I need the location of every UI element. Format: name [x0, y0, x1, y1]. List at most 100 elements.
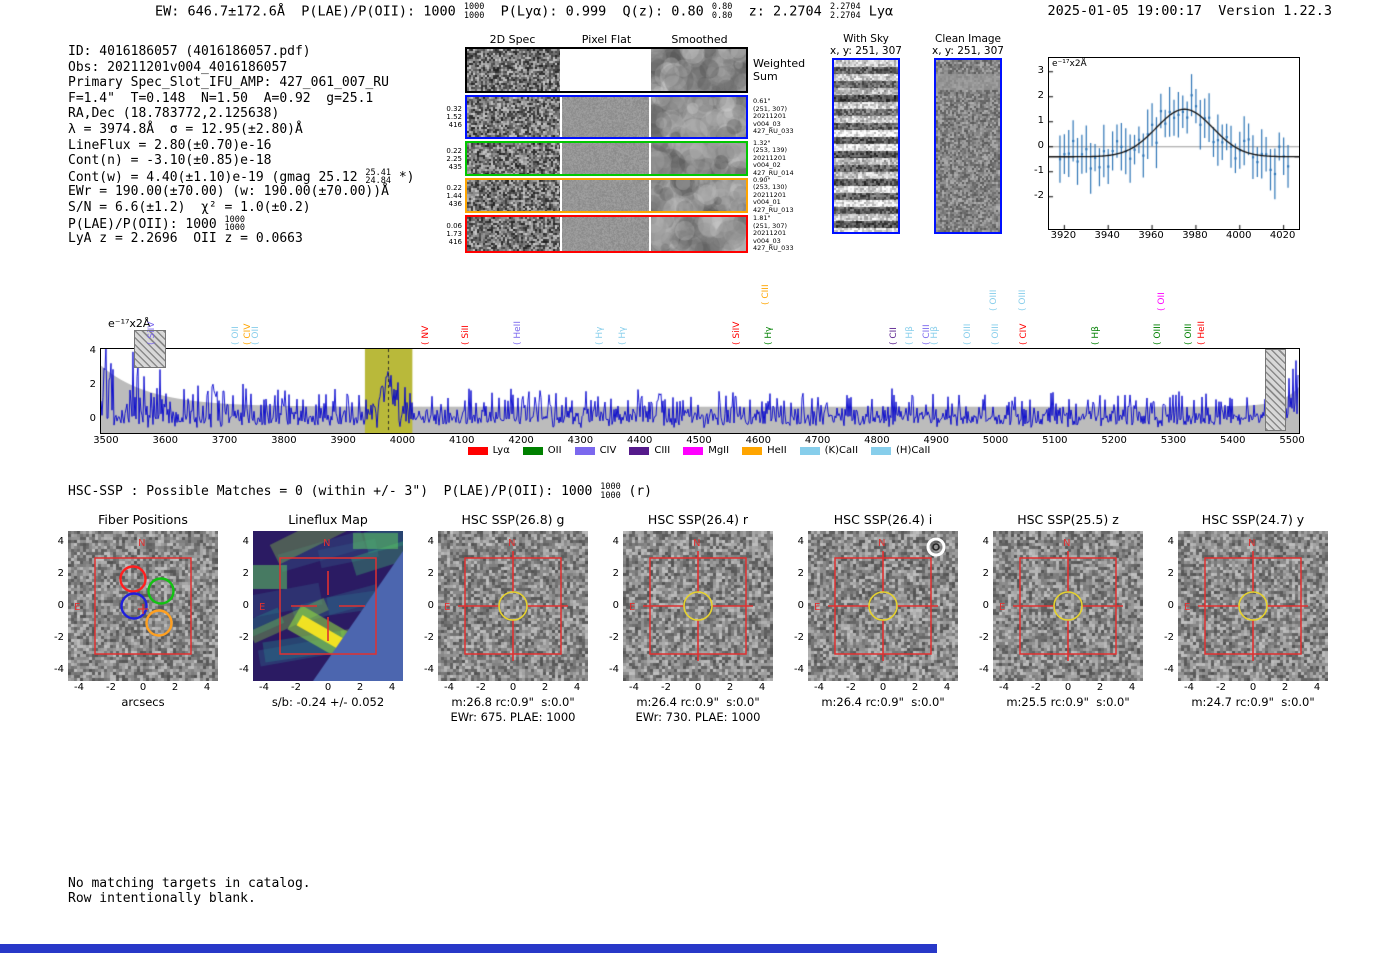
cutout-ytick-label: -2: [794, 632, 804, 643]
legend-swatch: [742, 446, 763, 455]
spec2d-row: [465, 141, 748, 176]
fit-plot-ylabel: e⁻¹⁷x2Å: [1052, 59, 1087, 69]
weight-value: 1.73: [446, 230, 462, 238]
line-fit-plot: [1048, 57, 1300, 230]
spectrum-plot: [100, 348, 1300, 434]
line-marker-label: ( Hβ: [1091, 326, 1102, 345]
cutout-ytick-label: -4: [54, 664, 64, 675]
cutout-ytick-label: -2: [239, 632, 249, 643]
line-marker-label: ( HeII: [512, 321, 523, 345]
cutout-xtick-label: 2: [911, 682, 919, 693]
cutout-xtick-label: 2: [726, 682, 734, 693]
weight-value: 1.52: [446, 113, 462, 121]
footer-line-1: No matching targets in catalog.: [68, 876, 311, 891]
weight-value: 1.44: [446, 191, 462, 200]
spectrum-ytick-label: 4: [89, 345, 96, 357]
cutout-xtick-label: 4: [573, 682, 581, 693]
spectrum-xtick-label: 4200: [508, 435, 534, 446]
fiber-info-line: (253, 130): [753, 183, 788, 192]
text-part: Cont(w) = 4.40(±1.10)e-19 (gmag 25.12: [68, 169, 366, 185]
cutout-ytick-label: 2: [242, 568, 249, 579]
weight-value: 416: [448, 121, 462, 129]
stacked-fraction: 1000 1000: [225, 216, 245, 233]
fraction-bottom: 0.80: [711, 10, 733, 21]
cutout-xtick-label: -2: [661, 682, 671, 693]
spectrum-xtick-label: 4900: [923, 435, 949, 446]
fiber-info-line: Sum: [753, 70, 778, 83]
spectrum-xtick-label: 4700: [804, 435, 831, 446]
weight-value: 0.22: [446, 183, 462, 192]
cutout-image: [808, 531, 958, 681]
fiber-info-line: 427_RU_013: [753, 205, 794, 214]
fit-xtick-label: 3940: [1094, 230, 1120, 241]
with-sky-image: [832, 58, 900, 234]
cutout-image: [993, 531, 1143, 681]
fit-ytick-label: 0: [1037, 139, 1044, 151]
cutout-ytick-label: 0: [797, 600, 804, 611]
fiber-info-line: 427_RU_033: [753, 244, 794, 253]
text-part: P(LAE)/P(OII): 1000: [68, 216, 225, 232]
spectrum-xtick-label: 4100: [449, 435, 475, 446]
fit-ytick-label: -2: [1034, 189, 1044, 201]
fiber-info-line: 0.61": [753, 97, 771, 106]
cutout-title: HSC SSP(26.8) g: [461, 512, 565, 527]
text-part: RA,Dec (18.783772,2.125638): [68, 106, 280, 122]
cutout-xtick-label: -4: [1184, 682, 1194, 693]
fraction-top: 1000: [224, 214, 246, 225]
cutout-xtick-label: 2: [541, 682, 549, 693]
spec2d-mid-image: [562, 180, 649, 211]
spec2d-row-fiber-info: 1.32" (253, 139) 20211201 v004_02 427_RU_014: [753, 139, 803, 176]
weight-value: 0.22: [446, 146, 462, 155]
legend-label: OII: [547, 445, 562, 456]
cutout-xtick-label: 4: [203, 682, 211, 693]
cutout-xtick-label: 4: [388, 682, 396, 693]
text-part: S/N = 6.6(±1.2) χ² = 1.0(±0.2): [68, 200, 311, 215]
spectrum-xtick-label: 4300: [567, 435, 594, 446]
spectrum-xtick-label: 3500: [93, 435, 119, 446]
cutout-sublabel-1: arcsecs: [121, 695, 165, 709]
cutout-ytick-label: 0: [1167, 600, 1174, 611]
fiber-info-line: 20211201: [753, 112, 787, 121]
line-marker-label: ( NV: [421, 325, 432, 345]
legend-swatch: [683, 446, 704, 455]
cutout-image: [438, 531, 588, 681]
spec2d-row: [465, 215, 748, 253]
cutout-xtick-label: 2: [1096, 682, 1104, 693]
cutout-xtick-label: -4: [74, 682, 84, 693]
legend-item-oii: OII: [522, 445, 562, 456]
line-marker-label: ( CIV: [1019, 323, 1030, 345]
legend-item-mgii: MgII: [683, 445, 729, 456]
hsc-match-line: HSC-SSP : Possible Matches = 0 (within +…: [68, 483, 652, 500]
info-line: P(LAE)/P(OII): 1000 1000 1000: [68, 216, 245, 233]
text-part: EW: 646.7±172.6Å P(LAE)/P(OII): 1000: [155, 3, 464, 20]
text-part: LyA z = 2.2696 OII z = 0.0663: [68, 231, 303, 247]
stacked-fraction: 25.41 24.84: [365, 169, 391, 186]
text-part: F=1.4" T=0.148 N=1.50 A=0.92 g=25.1: [68, 90, 374, 106]
line-marker-label: ( OIII: [962, 323, 973, 345]
cutout-sublabel-1: m:26.4 rc:0.9" s:0.0": [636, 695, 760, 709]
spectrum-xtick-label: 3700: [211, 435, 238, 446]
fiber-info-line: v004_03: [753, 236, 781, 245]
legend-swatch: [574, 446, 595, 455]
spec2d-col-smoothed: Smoothed: [671, 33, 728, 46]
line-marker-label: ( OII: [250, 326, 261, 345]
spec2d-mid-image: [562, 143, 649, 174]
legend-swatch: [467, 446, 488, 455]
spec2d-mid-image: [562, 49, 649, 91]
legend-label: (K)CaII: [824, 445, 859, 456]
cutout-sublabel-2: EWr: 730. PLAE: 1000: [635, 710, 761, 724]
cutout-ytick-label: -4: [979, 664, 989, 675]
spec2d-noisy-image: [467, 217, 560, 251]
spec2d-mid-image: [562, 217, 649, 251]
text-part: HSC-SSP : Possible Matches = 0 (within +…: [68, 484, 601, 499]
legend-item-ciii: CIII: [629, 445, 670, 456]
cutout-ytick-label: -4: [239, 664, 249, 675]
cutout-xtick-label: 4: [1128, 682, 1136, 693]
cutout-xtick-label: -4: [259, 682, 269, 693]
cutout-ytick-label: 4: [1167, 536, 1174, 547]
cutout-sublabel-1: m:26.8 rc:0.9" s:0.0": [451, 695, 575, 709]
info-line: EWr = 190.00(±70.00) (w: 190.00(±70.00))…: [68, 184, 389, 199]
cutout-xtick-label: 0: [1064, 682, 1072, 693]
cutout-xtick-label: -4: [629, 682, 639, 693]
cutout-xtick-label: -2: [106, 682, 116, 693]
